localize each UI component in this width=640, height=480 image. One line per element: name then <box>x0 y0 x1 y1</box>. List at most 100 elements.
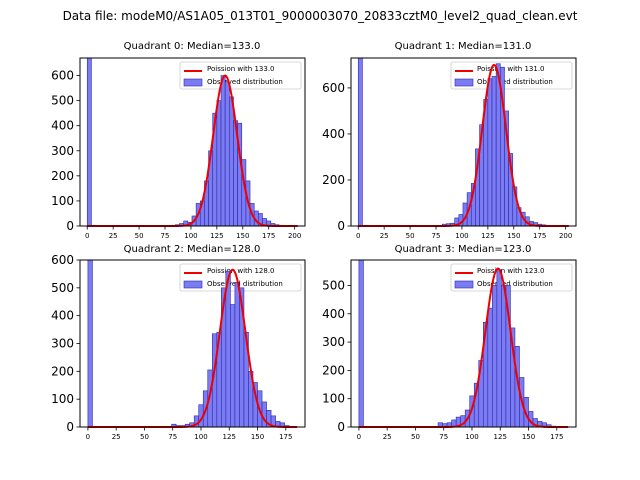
histogram-bar <box>229 96 234 227</box>
panel-title: Quadrant 3: Median=123.0 <box>395 244 532 255</box>
histogram-bar <box>491 76 497 227</box>
x-tick-label: 75 <box>161 232 170 240</box>
x-tick-label: 50 <box>140 433 149 441</box>
x-tick-label: 125 <box>210 232 223 240</box>
histogram-bar <box>225 270 231 428</box>
x-tick-label: 150 <box>251 433 264 441</box>
y-tick-label: 400 <box>322 127 345 141</box>
x-tick-label: 75 <box>168 433 177 441</box>
legend-box <box>450 61 573 90</box>
y-tick-label: 300 <box>51 144 74 158</box>
y-tick-label: 0 <box>337 420 345 434</box>
y-tick-label: 200 <box>322 363 345 377</box>
x-tick-label: 50 <box>406 232 415 240</box>
panel-quadrant-2: Quadrant 2: Median=128.0 Poission with 1… <box>51 244 306 441</box>
histogram-bar <box>86 57 92 227</box>
panel-quadrant-1: Quadrant 1: Median=131.0 Poission with 1… <box>322 41 577 240</box>
axes-frame <box>350 57 577 227</box>
histogram-bar <box>357 57 363 227</box>
x-tick-label: 50 <box>135 232 144 240</box>
legend-bars-label: Observed distribution <box>207 78 283 86</box>
y-tick-label: 500 <box>322 278 345 292</box>
legend-bar-swatch <box>454 280 474 289</box>
panel-quadrant-3: Quadrant 3: Median=123.0 Poission with 1… <box>322 244 577 441</box>
x-tick-label: 25 <box>112 433 121 441</box>
x-tick-label: 175 <box>262 232 275 240</box>
x-tick-label: 175 <box>550 433 563 441</box>
x-tick-label: 100 <box>465 433 478 441</box>
histogram-bar <box>501 285 507 428</box>
x-tick-label: 0 <box>86 433 90 441</box>
x-tick-label: 150 <box>522 433 535 441</box>
histogram-bar <box>224 81 230 227</box>
x-tick-label: 0 <box>357 433 361 441</box>
poisson-curve <box>87 74 298 227</box>
x-tick-label: 0 <box>85 232 89 240</box>
x-tick-label: 175 <box>533 232 546 240</box>
legend-curve-label: Poission with 128.0 <box>207 267 275 275</box>
histogram-bar <box>220 75 226 227</box>
x-tick-label: 50 <box>411 433 420 441</box>
x-tick-label: 25 <box>109 232 118 240</box>
y-tick-label: 300 <box>51 337 74 351</box>
panel-title: Quadrant 2: Median=128.0 <box>124 244 261 255</box>
y-tick-label: 400 <box>51 119 74 133</box>
x-tick-label: 25 <box>383 433 392 441</box>
histogram-bar <box>496 269 502 428</box>
x-tick-label: 150 <box>507 232 520 240</box>
histogram-bar <box>87 259 93 428</box>
poisson-curve <box>358 267 569 428</box>
suptitle: Data file: modeM0/AS1A05_013T01_90000030… <box>63 9 578 23</box>
axes-frame <box>79 57 306 227</box>
panel-title: Quadrant 1: Median=131.0 <box>395 41 532 52</box>
x-tick-label: 175 <box>279 433 292 441</box>
legend-bars-label: Observed distribution <box>477 280 553 288</box>
x-tick-label: 100 <box>455 232 468 240</box>
x-tick-label: 200 <box>288 232 301 240</box>
legend-bars-label: Observed distribution <box>207 280 283 288</box>
histogram-bar <box>492 285 498 428</box>
legend-curve-label: Poission with 133.0 <box>207 65 275 73</box>
x-tick-label: 75 <box>439 433 448 441</box>
legend-box <box>450 263 573 292</box>
y-tick-label: 600 <box>51 69 74 83</box>
histogram-bar <box>230 304 236 428</box>
legend-curve-label: Poission with 131.0 <box>477 65 545 73</box>
histogram-bar <box>234 281 240 428</box>
y-tick-label: 400 <box>322 307 345 321</box>
x-tick-label: 100 <box>194 433 207 441</box>
legend-bar-swatch <box>183 78 203 87</box>
x-tick-label: 75 <box>432 232 441 240</box>
y-tick-label: 200 <box>51 364 74 378</box>
legend-bars-label: Observed distribution <box>477 78 553 86</box>
panel-quadrant-0: Quadrant 0: Median=133.0 Poission with 1… <box>51 41 306 240</box>
legend-curve-label: Poission with 123.0 <box>477 267 545 275</box>
x-tick-label: 125 <box>223 433 236 441</box>
y-tick-label: 100 <box>322 392 345 406</box>
histogram-bar <box>216 100 222 227</box>
x-tick-label: 0 <box>356 232 360 240</box>
x-tick-label: 25 <box>380 232 389 240</box>
x-tick-label: 150 <box>236 232 249 240</box>
y-tick-label: 600 <box>322 81 345 95</box>
x-tick-label: 200 <box>559 232 572 240</box>
legend-box <box>179 61 302 90</box>
y-tick-label: 0 <box>66 420 74 434</box>
histogram-bar <box>487 307 493 428</box>
x-tick-label: 125 <box>494 433 507 441</box>
y-tick-label: 0 <box>66 219 74 233</box>
y-tick-label: 100 <box>51 194 74 208</box>
y-tick-label: 200 <box>51 169 74 183</box>
y-tick-label: 100 <box>51 392 74 406</box>
y-tick-label: 0 <box>337 219 345 233</box>
legend-bar-swatch <box>183 280 203 289</box>
y-tick-label: 200 <box>322 173 345 187</box>
histogram-bar <box>487 78 493 227</box>
y-tick-label: 500 <box>51 94 74 108</box>
legend-bar-swatch <box>454 78 474 87</box>
panel-title: Quadrant 0: Median=133.0 <box>124 41 261 52</box>
y-tick-label: 300 <box>322 335 345 349</box>
y-tick-label: 500 <box>51 281 74 295</box>
x-tick-label: 125 <box>481 232 494 240</box>
